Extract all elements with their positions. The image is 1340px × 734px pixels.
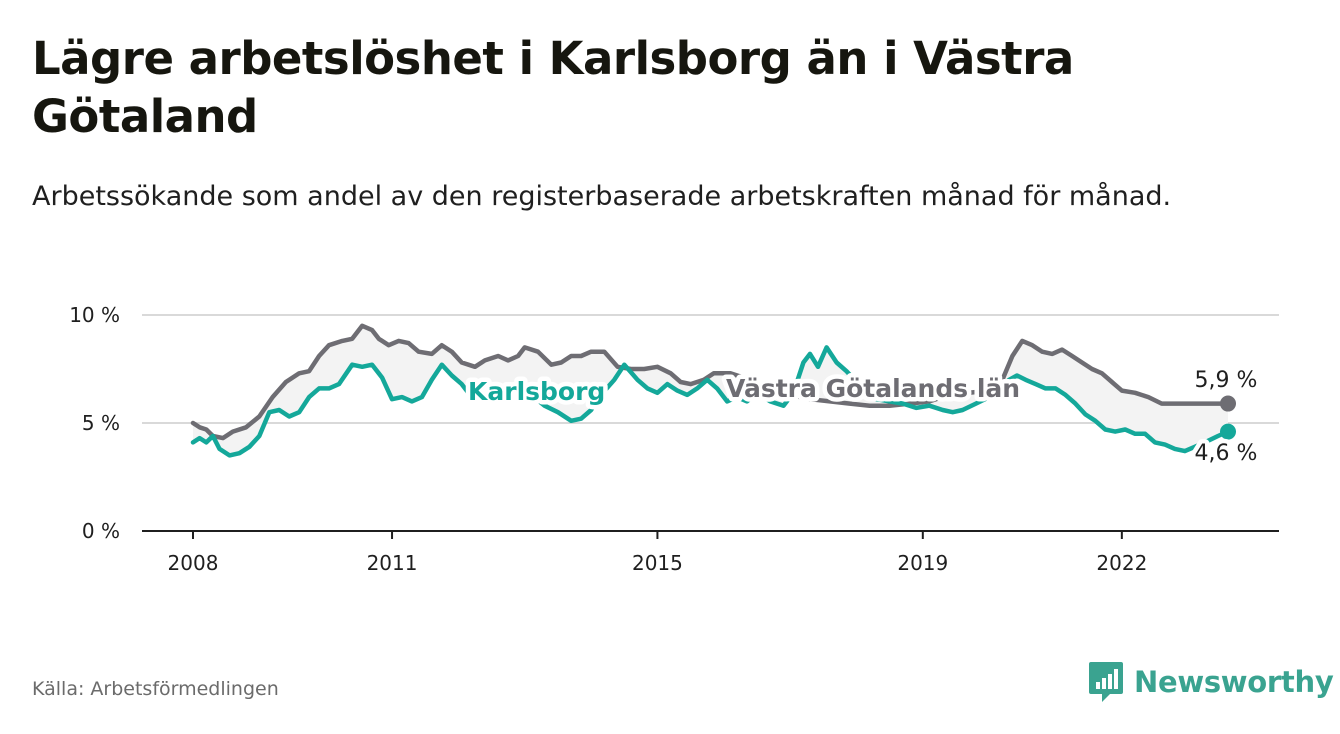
brand-logo[interactable]: Newsworthy xyxy=(1088,660,1334,704)
x-tick-label: 2022 xyxy=(1096,551,1147,575)
series-line-karlsborg xyxy=(190,345,1231,458)
source-note: Källa: Arbetsförmedlingen xyxy=(32,678,279,700)
x-axis: 2008 2011 2015 2019 2022 xyxy=(142,530,1279,575)
end-label-vastra-gotalands-lan-halo: 5,9 % xyxy=(1195,368,1258,393)
y-tick-label: 0 % xyxy=(82,519,120,543)
end-point-vastra-gotalands-lan xyxy=(1220,395,1236,412)
y-tick-label: 10 % xyxy=(69,303,120,327)
series-label-vastra-gotalands-lan: Västra Götalands län xyxy=(726,374,1020,403)
series-label-karlsborg: Karlsborg xyxy=(468,377,605,406)
x-tick-label: 2008 xyxy=(168,551,219,575)
x-tick-label: 2019 xyxy=(897,551,948,575)
chart-subtitle: Arbetssökande som andel av den registerb… xyxy=(32,181,1172,212)
series-label-vastra-gotalands-lan-halo: Västra Götalands län xyxy=(726,374,1020,403)
line-chart: 0 % 5 % 10 % 2008 2011 2015 2019 2022 Karlsbor… xyxy=(69,303,1279,575)
series-label-karlsborg-halo: Karlsborg xyxy=(468,377,605,406)
end-label-karlsborg: 4,6 % xyxy=(1195,441,1258,466)
brand-name: Newsworthy xyxy=(1134,665,1334,699)
end-point-karlsborg xyxy=(1220,423,1236,440)
gridlines: 0 % 5 % 10 % xyxy=(69,303,1279,543)
end-label-karlsborg-halo: 4,6 % xyxy=(1195,441,1258,466)
x-tick-label: 2015 xyxy=(632,551,683,575)
newsworthy-logo-icon xyxy=(1089,662,1123,702)
x-tick-label: 2011 xyxy=(367,551,418,575)
end-label-vastra-gotalands-lan: 5,9 % xyxy=(1195,368,1258,393)
gap-band xyxy=(193,325,1228,456)
y-tick-label: 5 % xyxy=(82,411,120,435)
chart-title: Lägre arbetslöshet i Karlsborg än i Väst… xyxy=(32,32,1074,143)
